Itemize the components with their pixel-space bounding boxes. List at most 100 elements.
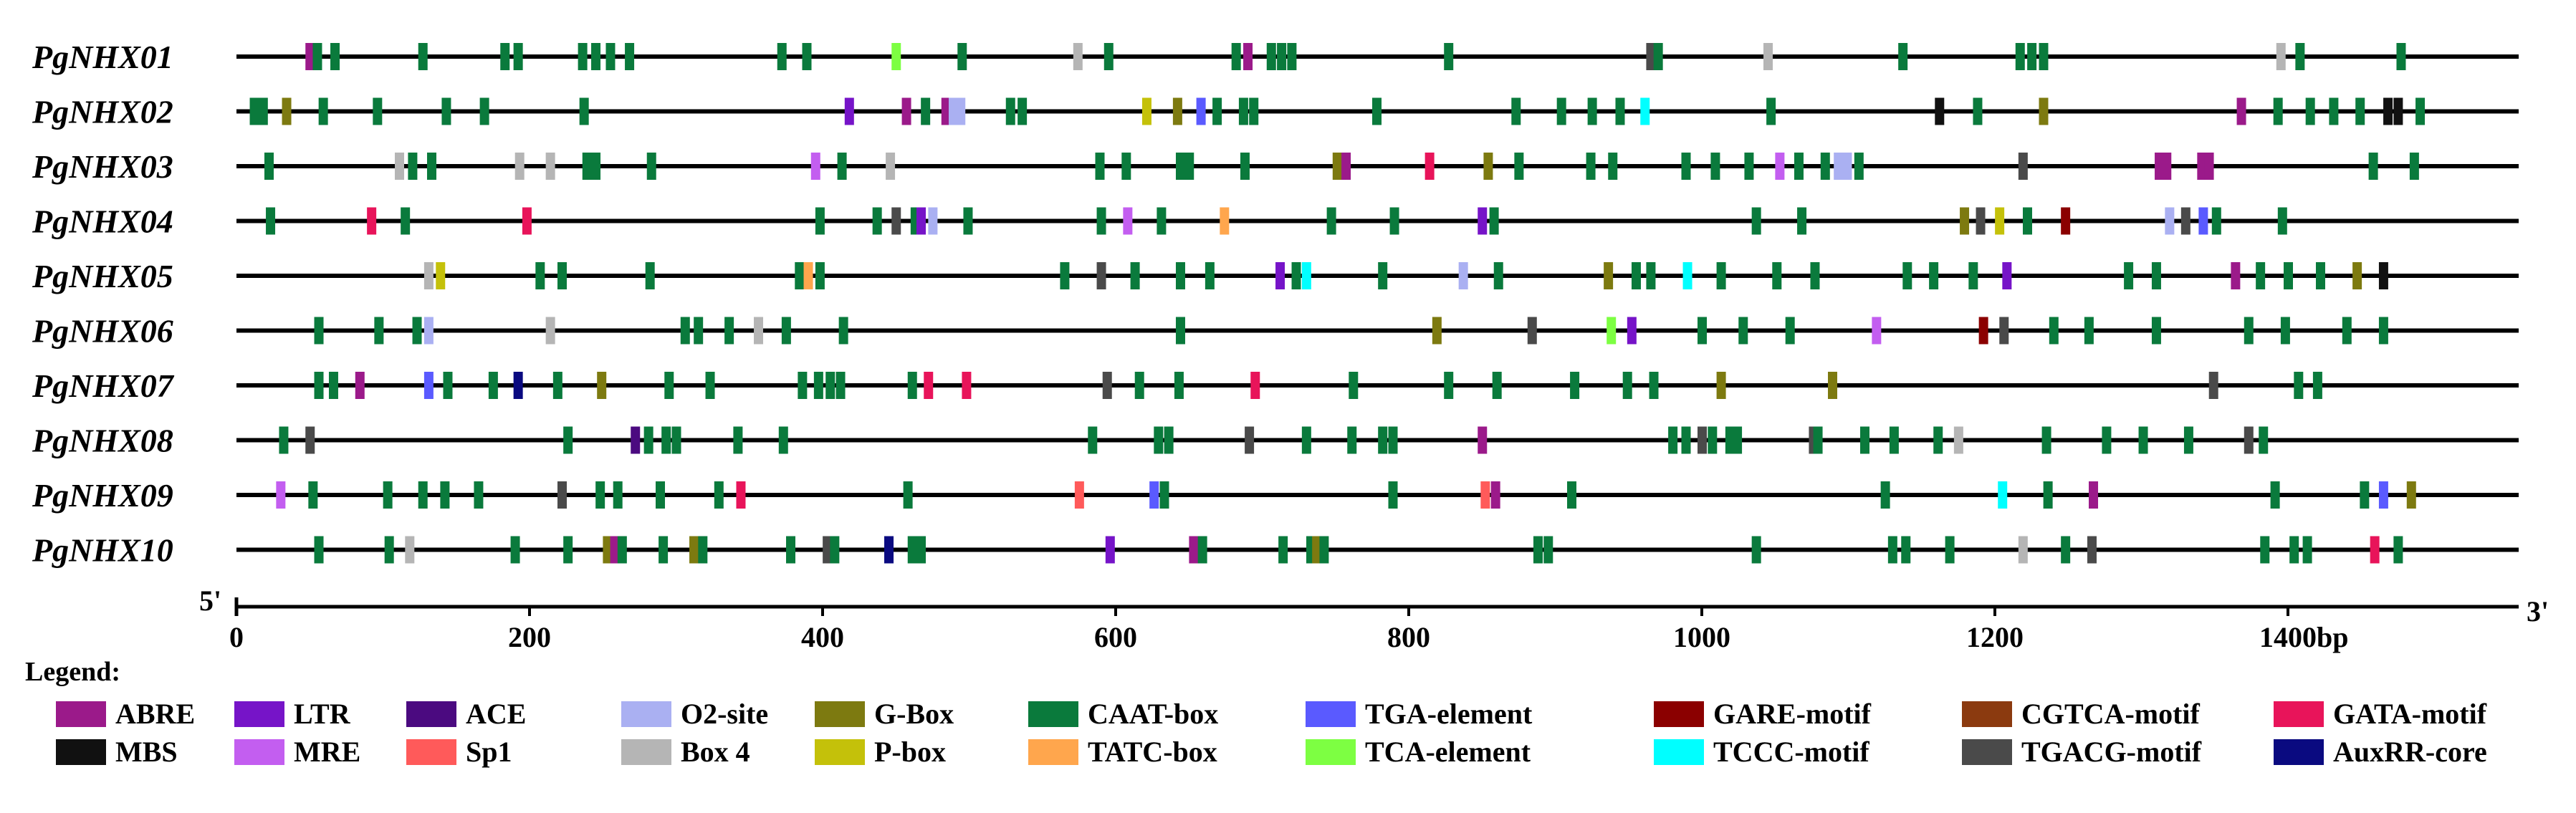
element-caat-box [1388, 481, 1398, 509]
gene-track-pgnhx01: PgNHX01 [32, 39, 2519, 75]
element-tgacg-motif [1096, 262, 1106, 289]
element-caat-box [314, 317, 324, 345]
element-caat-box [1785, 317, 1795, 345]
element-tca-element [891, 43, 901, 70]
element-caat-box [1945, 536, 1955, 564]
element-tga-element [1196, 97, 1206, 125]
element-ltr [844, 97, 854, 125]
element-caat-box [563, 536, 573, 564]
element-caat-box [714, 481, 724, 509]
element-caat-box [2027, 43, 2037, 70]
legend-label: P-box [874, 736, 946, 768]
element-caat-box [249, 97, 259, 125]
element-caat-box [412, 317, 422, 345]
element-caat-box [1378, 262, 1388, 289]
legend-label: Sp1 [466, 736, 512, 768]
element-tga-element [2198, 207, 2208, 235]
legend-label: TATC-box [1088, 736, 1217, 768]
element-p-box [436, 262, 446, 289]
legend-swatch [1654, 739, 1704, 765]
element-caat-box [563, 426, 573, 454]
element-caat-box [1820, 153, 1830, 180]
element-caat-box [279, 426, 289, 454]
gene-name: PgNHX01 [32, 39, 173, 75]
legend: Legend: ABRE MBS LTR MRE ACE Sp1 O2-site Box 4 G… [25, 657, 2487, 768]
element-caat-box [1349, 372, 1359, 399]
element-caat-box [1898, 43, 1908, 70]
legend-swatch [815, 739, 865, 765]
legend-label: TGACG-motif [2021, 736, 2202, 768]
element-caat-box [1347, 426, 1357, 454]
element-caat-box [1175, 262, 1185, 289]
element-caat-box [1622, 372, 1632, 399]
element-caat-box [2041, 426, 2051, 454]
element-g-box [1312, 536, 1322, 564]
legend-label: ABRE [115, 698, 195, 730]
element-caat-box [1389, 207, 1399, 235]
element-caat-box [440, 481, 450, 509]
gene-track-pgnhx10: PgNHX10 [32, 532, 2519, 569]
element-tgacg-motif [305, 426, 315, 454]
legend-swatch [815, 701, 865, 727]
element-ltr [1627, 317, 1637, 345]
element-caat-box [488, 372, 498, 399]
element-tgacg-motif [1245, 426, 1255, 454]
element-caat-box [2396, 43, 2406, 70]
gene-name: PgNHX09 [32, 477, 173, 514]
element-caat-box [374, 317, 384, 345]
element-caat-box [1570, 372, 1580, 399]
element-caat-box [1681, 153, 1691, 180]
element-caat-box [872, 207, 882, 235]
element-abre [1341, 153, 1351, 180]
element-caat-box [1175, 153, 1185, 180]
axis-tick-label: 1200 [1966, 621, 2024, 653]
element-caat-box [510, 536, 520, 564]
legend-label: TGA-element [1365, 698, 1533, 730]
element-caat-box [1854, 153, 1864, 180]
element-caat-box [1372, 97, 1382, 125]
element-box-4 [394, 153, 404, 180]
element-box-4 [1073, 43, 1083, 70]
element-caat-box [1005, 97, 1015, 125]
element-box-4 [405, 536, 415, 564]
element-caat-box [1556, 97, 1566, 125]
element-caat-box [1649, 372, 1659, 399]
element-o2-site [1834, 153, 1844, 180]
legend-item-gare-motif: GARE-motif [1654, 698, 1872, 730]
element-ltr [1478, 207, 1488, 235]
element-caat-box [2315, 262, 2325, 289]
legend-label: TCCC-motif [1713, 736, 1869, 768]
element-mre [810, 153, 820, 180]
legend-item-tccc-motif: TCCC-motif [1654, 736, 1869, 768]
element-box-4 [1953, 426, 1963, 454]
element-caat-box [907, 536, 917, 564]
element-caat-box [957, 43, 967, 70]
element-caat-box [2415, 97, 2426, 125]
legend-label: ACE [466, 698, 526, 730]
element-caat-box [1586, 153, 1596, 180]
element-caat-box [2295, 43, 2305, 70]
element-caat-box [781, 317, 791, 345]
element-tgacg-motif [891, 207, 901, 235]
legend-label: G-Box [874, 698, 954, 730]
element-tca-element [1607, 317, 1617, 345]
element-gata-motif [924, 372, 934, 399]
element-caat-box [1238, 97, 1248, 125]
element-abre [2204, 153, 2214, 180]
element-caat-box [659, 536, 669, 564]
element-box-4 [886, 153, 896, 180]
element-tga-element [2378, 481, 2388, 509]
element-caat-box [1378, 426, 1388, 454]
element-caat-box [579, 97, 589, 125]
element-abre [2155, 153, 2165, 180]
element-abre [2162, 153, 2172, 180]
element-tgacg-motif [557, 481, 567, 509]
element-caat-box [373, 97, 383, 125]
legend-swatch [234, 701, 284, 727]
element-caat-box [2183, 426, 2193, 454]
axis-tick-label: 600 [1094, 621, 1137, 653]
element-tgacg-motif [2244, 426, 2254, 454]
element-caat-box [513, 43, 523, 70]
element-box-4 [545, 153, 555, 180]
element-abre [1189, 536, 1199, 564]
